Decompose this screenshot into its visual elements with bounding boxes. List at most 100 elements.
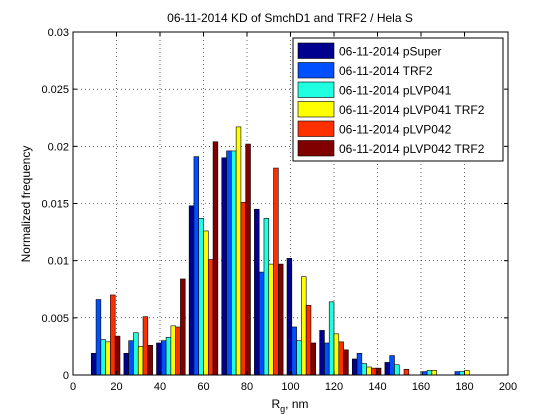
y-tick-label: 0.005: [41, 313, 69, 325]
bar: [105, 341, 111, 376]
bar: [389, 355, 395, 376]
x-axis-label: Rg, nm: [271, 397, 308, 414]
bar: [254, 208, 260, 376]
legend-label: 06-11-2014 pLVP041 TRF2: [339, 103, 485, 117]
legend-swatch: [297, 120, 335, 137]
x-tick-label: 60: [197, 381, 209, 393]
y-ticks: 0 0.005 0.01 0.015 0.02 0.025 0.03: [41, 27, 508, 382]
bar: [193, 156, 200, 376]
bar: [235, 126, 242, 376]
x-axis-label-rest: , nm: [285, 397, 308, 411]
bar: [319, 330, 325, 376]
bar: [464, 370, 470, 376]
bar: [351, 358, 358, 376]
legend: 06-11-2014 pSuper 06-11-2014 TRF2 06-11-20…: [292, 37, 504, 162]
bar: [291, 326, 297, 376]
bar: [188, 205, 195, 376]
bar: [394, 364, 400, 376]
bar: [454, 371, 461, 376]
bar: [324, 342, 330, 376]
bar: [268, 263, 274, 376]
x-tick-label: 180: [455, 381, 473, 393]
bar: [240, 202, 246, 376]
chart-title: 06-11-2014 KD of SmchD1 and TRF2 / Hela …: [167, 11, 413, 25]
legend-swatch: [297, 140, 335, 157]
x-ticks: 0 20 40 60 80 100 120 140 160 180 200: [70, 32, 517, 393]
bar: [165, 336, 172, 376]
bar: [203, 230, 209, 376]
bar: [384, 362, 390, 376]
y-tick-label: 0.015: [41, 199, 69, 211]
legend-label: 06-11-2014 TRF2: [339, 64, 433, 78]
legend-label: 06-11-2014 pLVP042 TRF2: [339, 142, 485, 156]
bar: [301, 276, 307, 376]
x-tick-label: 120: [325, 381, 343, 393]
bar: [156, 342, 162, 376]
bar: [328, 301, 335, 376]
y-tick-label: 0.01: [48, 256, 69, 268]
y-tick-label: 0.02: [48, 141, 69, 153]
bar: [310, 342, 317, 376]
x-tick-label: 100: [281, 381, 299, 393]
bar: [338, 341, 344, 376]
legend-swatch: [297, 101, 335, 118]
bar: [273, 167, 279, 376]
x-tick-label: 20: [110, 381, 122, 393]
x-tick-label: 40: [154, 381, 166, 393]
bar: [137, 346, 144, 376]
x-tick-label: 80: [241, 381, 253, 393]
bar: [147, 344, 153, 376]
legend-label: 06-11-2014 pLVP042: [339, 123, 452, 137]
x-tick-label: 160: [412, 381, 430, 393]
bar: [128, 340, 134, 376]
x-axis-label-sub: g: [280, 404, 285, 414]
bar: [361, 363, 367, 376]
bar: [366, 366, 372, 376]
bar: [263, 218, 270, 376]
bar: [343, 349, 349, 376]
bar: [286, 258, 293, 376]
x-tick-label: 200: [499, 381, 517, 393]
bar: [114, 335, 121, 376]
bar: [212, 141, 219, 376]
bar: [422, 371, 428, 376]
bar: [133, 332, 139, 376]
bar: [426, 370, 433, 376]
bar: [431, 370, 437, 376]
legend-swatch: [297, 81, 335, 98]
bar: [226, 150, 232, 376]
bar: [142, 316, 149, 376]
bar: [371, 367, 377, 376]
bar: [375, 367, 382, 376]
bar: [180, 278, 186, 376]
bar: [459, 371, 465, 376]
bar: [161, 340, 167, 376]
legend-swatch: [297, 42, 335, 59]
y-axis-label: Normalized frequency: [19, 146, 33, 263]
bar: [278, 263, 284, 376]
x-axis-label-main: R: [271, 397, 280, 411]
bar: [207, 259, 214, 376]
legend-label: 06-11-2014 pLVP041: [339, 84, 452, 98]
bar: [403, 368, 410, 376]
bar: [356, 352, 363, 376]
x-tick-label: 0: [70, 381, 76, 393]
bar: [333, 333, 340, 376]
bar: [110, 294, 116, 376]
legend-swatch: [297, 62, 335, 79]
y-tick-label: 0.03: [48, 27, 69, 39]
bar: [245, 143, 251, 376]
bar: [296, 340, 302, 376]
bar: [231, 150, 237, 376]
bar: [123, 352, 129, 376]
x-tick-label: 140: [368, 381, 386, 393]
bar: [90, 352, 97, 376]
bar: [258, 271, 265, 376]
bar: [305, 304, 312, 376]
legend-label: 06-11-2014 pSuper: [339, 45, 442, 59]
y-tick-label: 0.025: [41, 84, 69, 96]
bar: [170, 325, 176, 376]
bar: [100, 339, 106, 376]
bar: [175, 326, 181, 376]
